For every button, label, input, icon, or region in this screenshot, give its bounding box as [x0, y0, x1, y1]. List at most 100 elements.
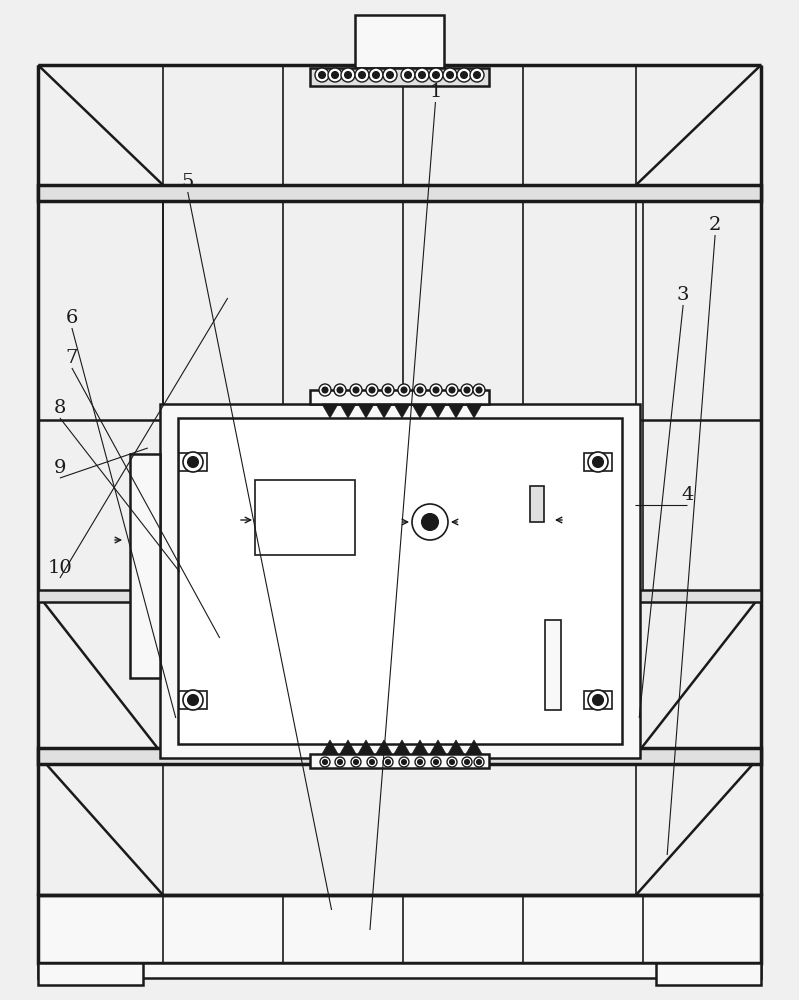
- Polygon shape: [412, 740, 428, 754]
- Circle shape: [434, 760, 438, 764]
- Circle shape: [315, 68, 329, 82]
- Circle shape: [345, 72, 351, 78]
- Polygon shape: [466, 404, 482, 418]
- Circle shape: [382, 384, 394, 396]
- Circle shape: [593, 457, 603, 467]
- Bar: [160, 404, 640, 758]
- Text: 4: 4: [681, 486, 694, 504]
- Text: 3: 3: [677, 286, 690, 304]
- Circle shape: [588, 452, 608, 472]
- Polygon shape: [394, 404, 410, 418]
- Circle shape: [319, 384, 331, 396]
- Circle shape: [473, 384, 485, 396]
- Circle shape: [462, 757, 472, 767]
- Circle shape: [341, 68, 355, 82]
- Circle shape: [398, 384, 410, 396]
- Bar: [310, 390, 489, 404]
- Circle shape: [414, 384, 426, 396]
- Circle shape: [430, 384, 442, 396]
- Bar: [656, 963, 761, 985]
- Bar: [584, 453, 612, 471]
- Circle shape: [402, 760, 406, 764]
- Circle shape: [461, 72, 467, 78]
- Circle shape: [465, 760, 469, 764]
- Circle shape: [433, 72, 439, 78]
- Circle shape: [429, 68, 443, 82]
- Bar: [38, 590, 761, 602]
- Circle shape: [588, 690, 608, 710]
- Circle shape: [593, 695, 603, 705]
- Circle shape: [359, 72, 365, 78]
- Polygon shape: [340, 740, 356, 754]
- Polygon shape: [358, 740, 374, 754]
- Circle shape: [418, 760, 422, 764]
- Circle shape: [450, 760, 454, 764]
- Bar: [179, 453, 207, 471]
- Bar: [38, 185, 761, 201]
- Circle shape: [399, 757, 409, 767]
- Circle shape: [474, 72, 480, 78]
- Bar: [38, 895, 761, 963]
- Circle shape: [446, 384, 458, 396]
- Circle shape: [385, 387, 391, 392]
- Bar: [584, 691, 612, 709]
- Polygon shape: [412, 404, 428, 418]
- Polygon shape: [430, 404, 446, 418]
- Circle shape: [383, 68, 397, 82]
- Circle shape: [366, 384, 378, 396]
- Polygon shape: [322, 740, 338, 754]
- Circle shape: [370, 760, 374, 764]
- Circle shape: [464, 387, 470, 392]
- Circle shape: [351, 757, 361, 767]
- Circle shape: [447, 72, 453, 78]
- Circle shape: [319, 72, 325, 78]
- Bar: [355, 15, 444, 68]
- Bar: [38, 748, 761, 764]
- Text: 1: 1: [429, 83, 442, 101]
- Circle shape: [332, 72, 338, 78]
- Polygon shape: [376, 404, 392, 418]
- Circle shape: [402, 387, 407, 392]
- Bar: [130, 454, 160, 678]
- Circle shape: [188, 457, 198, 467]
- Circle shape: [450, 387, 455, 392]
- Circle shape: [443, 68, 457, 82]
- Text: 10: 10: [48, 559, 72, 577]
- Bar: [310, 68, 489, 86]
- Circle shape: [328, 68, 342, 82]
- Circle shape: [183, 452, 203, 472]
- Text: 7: 7: [66, 349, 78, 367]
- Circle shape: [474, 757, 484, 767]
- Circle shape: [418, 387, 423, 392]
- Circle shape: [470, 68, 484, 82]
- Circle shape: [350, 384, 362, 396]
- Text: 6: 6: [66, 309, 78, 327]
- Circle shape: [334, 384, 346, 396]
- Polygon shape: [430, 740, 446, 754]
- Bar: [545, 620, 561, 710]
- Circle shape: [383, 757, 393, 767]
- Circle shape: [457, 68, 471, 82]
- Circle shape: [387, 72, 393, 78]
- Bar: [179, 691, 207, 709]
- Bar: [178, 418, 622, 744]
- Circle shape: [338, 760, 342, 764]
- Circle shape: [412, 504, 448, 540]
- Bar: [38, 963, 143, 985]
- Circle shape: [188, 695, 198, 705]
- Text: 2: 2: [709, 216, 721, 234]
- Circle shape: [369, 387, 375, 392]
- Circle shape: [354, 760, 358, 764]
- Circle shape: [335, 757, 345, 767]
- Polygon shape: [466, 740, 482, 754]
- Circle shape: [422, 514, 438, 530]
- Circle shape: [415, 68, 429, 82]
- Circle shape: [419, 72, 425, 78]
- Circle shape: [461, 384, 473, 396]
- Polygon shape: [448, 740, 464, 754]
- Polygon shape: [394, 740, 410, 754]
- Bar: [38, 963, 761, 978]
- Circle shape: [323, 387, 328, 392]
- Circle shape: [386, 760, 390, 764]
- Circle shape: [476, 387, 482, 392]
